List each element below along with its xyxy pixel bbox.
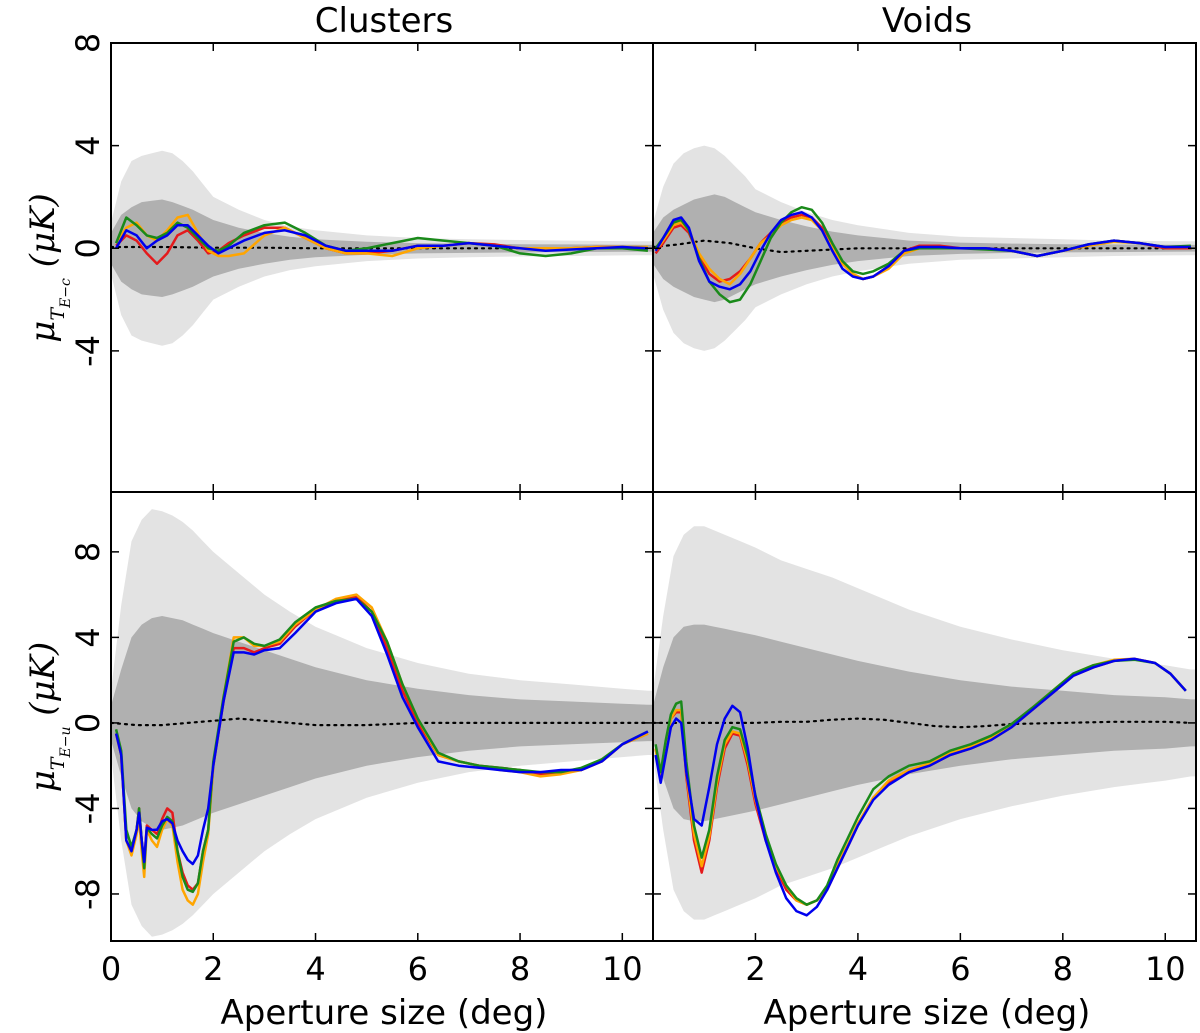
- x-tick-label: 8: [1053, 950, 1073, 988]
- series-blue-voids-ec: [654, 211, 1191, 291]
- y-tick-label: 8: [69, 33, 107, 53]
- column-title-voids: Voids: [882, 1, 972, 41]
- panel-voids-eu: [653, 526, 1196, 920]
- inner-band-clusters-ec: [111, 199, 653, 297]
- null-line-clusters-eu: [111, 717, 649, 727]
- series-blue-clusters-ec: [115, 223, 648, 255]
- x-axis-label-left: Aperture size (deg): [221, 993, 548, 1033]
- y-tick-labels-top: -4 0 4 8: [69, 33, 107, 367]
- frame: [110, 42, 1197, 942]
- y-tick-labels-bottom: -8 -4 0 4 8: [69, 542, 107, 910]
- series-green-clusters-ec: [114, 216, 649, 258]
- y-axis-label-bottom: μTE−u (μK): [23, 642, 74, 793]
- inner-band-voids-eu: [653, 624, 1196, 822]
- x-tick-label: 2: [203, 950, 223, 988]
- column-title-clusters: Clusters: [315, 1, 453, 41]
- x-tick-label: 8: [510, 950, 530, 988]
- x-tick-label: 4: [305, 950, 325, 988]
- y-tick-label: -8: [69, 878, 107, 910]
- y-tick-label: 4: [69, 135, 107, 155]
- x-axis-label-right: Aperture size (deg): [764, 993, 1091, 1033]
- series-green-voids-eu: [654, 658, 1187, 906]
- panel-clusters-eu: [111, 509, 653, 937]
- x-tick-label: 6: [950, 950, 970, 988]
- y-tick-label: -4: [69, 335, 107, 367]
- x-tick-label: 10: [1145, 950, 1186, 988]
- x-tick-label: 0: [101, 950, 121, 988]
- inner-band-clusters-eu: [111, 616, 653, 830]
- y-axis-label-top: μTE−c (μK): [23, 193, 74, 342]
- y-tick-label: -4: [69, 792, 107, 824]
- y-tick-label: 0: [69, 238, 107, 258]
- x-tick-label: 10: [602, 950, 643, 988]
- x-tick-label: 6: [408, 950, 428, 988]
- y-tick-label: 8: [69, 542, 107, 562]
- y-tick-label: 4: [69, 627, 107, 647]
- x-tick-label: 4: [848, 950, 868, 988]
- null-line-voids-eu: [653, 717, 1192, 729]
- y-tick-label: 0: [69, 713, 107, 733]
- series-blue-voids-eu: [654, 657, 1187, 917]
- x-tick-label: 2: [745, 950, 765, 988]
- x-tick-labels: 0 2 4 6 8 10 2 4 6 8 10: [101, 950, 1186, 988]
- series-blue-clusters-eu: [114, 597, 649, 866]
- panel-voids-ec: [653, 145, 1196, 351]
- panel-clusters-ec: [111, 150, 653, 346]
